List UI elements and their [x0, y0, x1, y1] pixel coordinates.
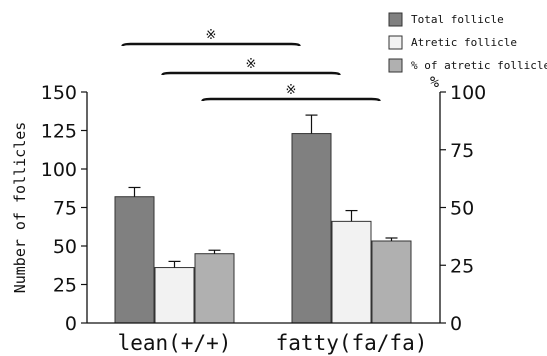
bar	[194, 253, 235, 324]
significance-bracket	[161, 71, 341, 76]
bar	[331, 220, 372, 324]
category-label: fatty(fa/fa)	[276, 331, 428, 355]
right-tick-label: 100	[450, 82, 486, 104]
legend-swatch	[388, 35, 403, 50]
right-y-axis: 0 25 50 75 100%	[430, 73, 486, 335]
bar	[291, 133, 332, 324]
significance-mark: ※	[206, 28, 217, 43]
legend-swatch	[388, 12, 403, 27]
bar	[371, 240, 412, 324]
left-tick-label: 125	[41, 121, 77, 143]
significance-bracket	[201, 97, 381, 102]
right-tick-label: 25	[450, 255, 474, 277]
left-tick-label: 0	[65, 313, 77, 335]
left-tick-label: 100	[41, 159, 77, 181]
right-axis-title: %	[430, 73, 439, 91]
significance-mark: ※	[286, 83, 297, 98]
significance-brackets: ※ ※ ※	[121, 28, 381, 102]
left-tick-label: 75	[53, 198, 77, 220]
legend-swatch	[388, 58, 403, 73]
left-axis-title: Number of follicles	[11, 122, 29, 294]
bar-series	[114, 114, 412, 324]
right-tick-label: 75	[450, 140, 474, 162]
significance-mark: ※	[246, 57, 257, 72]
x-axis: lean(+/+) fatty(fa/fa)	[87, 322, 440, 355]
left-tick-label: 50	[53, 236, 77, 258]
legend-label: Total follicle	[411, 13, 504, 26]
legend-label: Atretic follicle	[411, 36, 517, 49]
right-tick-label: 0	[450, 313, 462, 335]
left-tick-label: 25	[53, 275, 77, 297]
right-tick-label: 50	[450, 198, 474, 220]
left-tick-label: 150	[41, 82, 77, 104]
bar	[114, 196, 155, 324]
bar	[154, 267, 195, 324]
category-label: lean(+/+)	[118, 331, 232, 355]
left-y-axis: 0 25 50 75 100 125 150 Number of follicles	[11, 82, 88, 335]
significance-bracket	[121, 42, 301, 47]
legend: Total follicle Atretic follicle % of atret…	[388, 12, 547, 73]
legend-label: % of atretic follicle	[411, 59, 547, 72]
